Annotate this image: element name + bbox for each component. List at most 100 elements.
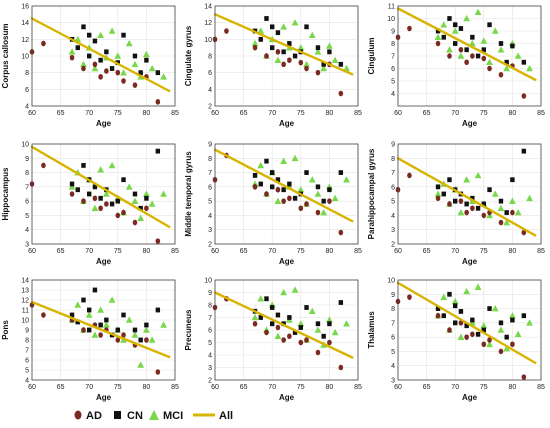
- y-axis-label: Parahippocampal gyrus: [367, 148, 376, 239]
- data-point-mci: [257, 27, 265, 34]
- y-tick-label: 5: [208, 199, 212, 206]
- y-tick-label: 3: [391, 378, 395, 385]
- data-point-ad: [470, 331, 475, 338]
- x-axis-label: Age: [462, 119, 478, 128]
- data-point-cn: [275, 30, 281, 36]
- y-tick-label: 9: [208, 290, 212, 297]
- data-point-cn: [464, 323, 469, 329]
- x-tick-label: 80: [143, 384, 151, 391]
- data-point-mci: [326, 42, 333, 49]
- data-point-ad: [98, 74, 103, 80]
- data-point-mci: [85, 311, 93, 318]
- y-tick-label: 6: [25, 199, 29, 206]
- data-point-mci: [434, 33, 442, 41]
- y-tick-label: 5: [391, 349, 395, 356]
- data-point-mci: [343, 320, 350, 327]
- data-point-cn: [498, 320, 504, 326]
- y-tick-label: 6: [208, 328, 212, 335]
- y-tick-label: 9: [25, 156, 29, 163]
- data-point-mci: [148, 64, 156, 72]
- data-point-mci: [486, 58, 493, 66]
- axes-frame: [31, 143, 176, 245]
- data-point-cn: [521, 313, 527, 319]
- data-point-cn: [487, 306, 492, 311]
- data-point-cn: [458, 26, 464, 31]
- data-point-mci: [251, 39, 259, 47]
- x-tick-label: 85: [354, 248, 362, 255]
- data-point-ad: [287, 333, 292, 340]
- data-point-mci: [297, 320, 305, 327]
- data-point-cn: [270, 321, 275, 327]
- data-point-cn: [453, 198, 458, 204]
- data-point-mci: [480, 322, 488, 329]
- x-tick-label: 75: [297, 110, 305, 117]
- data-point-ad: [470, 205, 475, 212]
- data-point-mci: [446, 46, 453, 53]
- x-tick-label: 80: [326, 248, 334, 255]
- data-point-cn: [132, 53, 138, 59]
- data-point-cn: [327, 321, 332, 327]
- y-axis-label: Cingulum: [367, 38, 376, 75]
- data-point-mci: [143, 326, 150, 333]
- y-tick-label: 8: [391, 156, 395, 163]
- axes-frame: [397, 143, 542, 245]
- y-tick-label: 5: [391, 199, 395, 206]
- data-point-mci: [526, 319, 533, 326]
- data-point-mci: [497, 326, 505, 333]
- legend-item-all: All: [193, 410, 233, 422]
- data-point-ad: [115, 337, 121, 343]
- data-point-mci: [68, 183, 76, 190]
- data-point-cn: [487, 187, 492, 193]
- data-point-cn: [270, 184, 275, 190]
- y-tick-label: 8: [25, 170, 29, 177]
- data-point-ad: [338, 229, 344, 236]
- data-point-cn: [109, 201, 115, 207]
- data-point-mci: [291, 286, 299, 293]
- data-point-cn: [115, 327, 120, 333]
- data-point-cn: [138, 70, 143, 76]
- data-point-cn: [487, 22, 492, 28]
- y-tick-label: 7: [208, 170, 212, 177]
- data-point-cn: [435, 184, 441, 190]
- data-point-mci: [274, 56, 282, 63]
- data-point-mci: [291, 154, 299, 162]
- x-tick-label: 60: [28, 248, 36, 255]
- data-point-cn: [75, 319, 80, 325]
- data-point-mci: [274, 332, 282, 340]
- y-tick-label: 9: [208, 142, 212, 149]
- y-tick-label: 9: [25, 328, 29, 335]
- data-point-ad: [315, 69, 321, 76]
- data-point-cn: [81, 297, 86, 303]
- data-point-cn: [258, 36, 263, 42]
- y-axis-label: Corpus callosum: [1, 24, 10, 89]
- data-point-cn: [87, 327, 92, 333]
- x-tick-label: 70: [451, 248, 459, 255]
- data-point-mci: [108, 296, 116, 303]
- y-tick-label: 8: [391, 41, 395, 48]
- data-point-ad: [447, 327, 452, 333]
- data-point-cn: [441, 191, 446, 197]
- y-tick-label: 14: [204, 4, 212, 11]
- data-point-cn: [510, 43, 515, 49]
- axes-frame: [397, 5, 542, 107]
- data-point-mci: [97, 31, 105, 38]
- scatter-panel-precuneus: 60 65 70 75 80 85 2 3 4 5 6 7 8 9 10 Age Precuneus: [184, 278, 362, 403]
- y-tick-label: 3: [208, 365, 212, 372]
- data-point-ad: [252, 184, 258, 190]
- data-point-ad: [81, 327, 86, 333]
- data-point-cn: [281, 187, 286, 193]
- x-tick-label: 65: [423, 248, 431, 255]
- x-tick-label: 65: [57, 248, 65, 255]
- y-tick-label: 4: [391, 91, 395, 98]
- x-tick-label: 80: [509, 384, 517, 391]
- data-point-mci: [474, 283, 482, 290]
- data-point-cn: [447, 177, 452, 183]
- data-point-cn: [81, 163, 86, 168]
- data-point-cn: [292, 330, 298, 335]
- data-point-cn: [315, 321, 321, 327]
- data-point-mci: [314, 326, 322, 333]
- data-point-mci: [148, 336, 156, 343]
- data-point-ad: [155, 238, 161, 244]
- y-tick-label: 13: [21, 288, 29, 295]
- y-tick-label: 5: [25, 213, 29, 220]
